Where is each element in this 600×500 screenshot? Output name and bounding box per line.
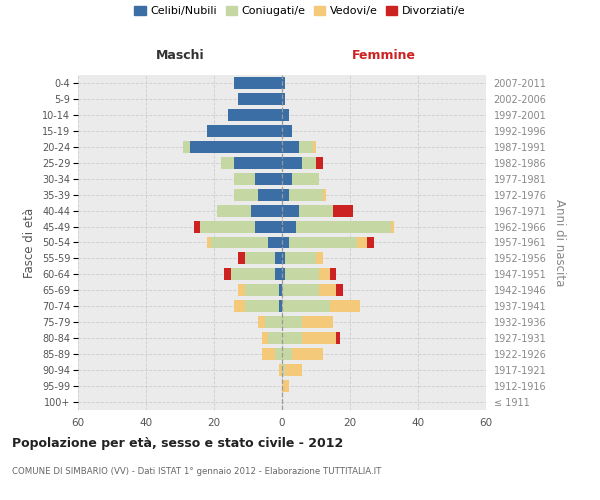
Bar — [262, 332, 268, 344]
Bar — [251, 204, 282, 216]
Bar — [278, 300, 282, 312]
Bar — [286, 252, 316, 264]
Bar — [238, 93, 282, 105]
Bar — [282, 236, 289, 248]
Bar — [235, 188, 258, 200]
Bar — [299, 141, 313, 153]
Bar — [319, 284, 337, 296]
Bar — [278, 364, 282, 376]
Bar — [275, 348, 282, 360]
Bar — [302, 316, 333, 328]
Bar — [391, 220, 394, 232]
Bar — [190, 141, 282, 153]
Bar — [255, 220, 282, 232]
Bar — [316, 252, 323, 264]
Bar — [238, 252, 245, 264]
Bar — [282, 125, 292, 137]
Bar — [282, 364, 286, 376]
Bar — [313, 141, 316, 153]
Bar — [299, 204, 333, 216]
Text: Popolazione per età, sesso e stato civile - 2012: Popolazione per età, sesso e stato civil… — [12, 438, 343, 450]
Bar — [286, 364, 302, 376]
Bar — [337, 332, 340, 344]
Bar — [275, 252, 282, 264]
Bar — [367, 236, 374, 248]
Bar — [333, 204, 353, 216]
Bar — [262, 348, 275, 360]
Bar — [282, 172, 292, 184]
Bar — [207, 236, 211, 248]
Bar — [217, 204, 251, 216]
Bar — [235, 300, 245, 312]
Legend: Celibi/Nubili, Coniugati/e, Vedovi/e, Divorziati/e: Celibi/Nubili, Coniugati/e, Vedovi/e, Di… — [134, 6, 466, 16]
Bar — [282, 220, 296, 232]
Bar — [275, 268, 282, 280]
Bar — [282, 284, 319, 296]
Bar — [238, 284, 245, 296]
Bar — [235, 157, 282, 168]
Bar — [289, 188, 323, 200]
Bar — [282, 109, 289, 121]
Bar — [211, 236, 268, 248]
Y-axis label: Anni di nascita: Anni di nascita — [553, 199, 566, 286]
Bar — [282, 188, 289, 200]
Bar — [194, 220, 200, 232]
Bar — [231, 268, 275, 280]
Bar — [245, 284, 278, 296]
Bar — [282, 204, 299, 216]
Bar — [268, 332, 282, 344]
Bar — [221, 157, 235, 168]
Bar — [282, 316, 302, 328]
Bar — [282, 141, 299, 153]
Bar — [329, 300, 360, 312]
Bar — [255, 172, 282, 184]
Text: Femmine: Femmine — [352, 50, 416, 62]
Bar — [282, 348, 292, 360]
Bar — [292, 348, 323, 360]
Bar — [207, 125, 282, 137]
Bar — [258, 188, 282, 200]
Bar — [265, 316, 282, 328]
Bar — [282, 93, 286, 105]
Bar — [282, 332, 302, 344]
Bar — [289, 236, 357, 248]
Bar — [235, 172, 255, 184]
Text: Maschi: Maschi — [155, 50, 205, 62]
Bar — [302, 157, 316, 168]
Bar — [245, 300, 278, 312]
Bar — [282, 252, 286, 264]
Bar — [258, 316, 265, 328]
Bar — [235, 77, 282, 89]
Bar — [282, 77, 286, 89]
Bar — [282, 268, 286, 280]
Text: COMUNE DI SIMBARIO (VV) - Dati ISTAT 1° gennaio 2012 - Elaborazione TUTTITALIA.I: COMUNE DI SIMBARIO (VV) - Dati ISTAT 1° … — [12, 468, 382, 476]
Bar — [316, 157, 323, 168]
Y-axis label: Fasce di età: Fasce di età — [23, 208, 37, 278]
Bar — [224, 268, 231, 280]
Bar — [282, 157, 302, 168]
Bar — [245, 252, 275, 264]
Bar — [319, 268, 329, 280]
Bar — [292, 172, 319, 184]
Bar — [296, 220, 391, 232]
Bar — [282, 300, 329, 312]
Bar — [323, 188, 326, 200]
Bar — [282, 380, 289, 392]
Bar — [286, 268, 319, 280]
Bar — [184, 141, 190, 153]
Bar — [302, 332, 337, 344]
Bar — [268, 236, 282, 248]
Bar — [200, 220, 255, 232]
Bar — [337, 284, 343, 296]
Bar — [357, 236, 367, 248]
Bar — [329, 268, 337, 280]
Bar — [227, 109, 282, 121]
Bar — [278, 284, 282, 296]
